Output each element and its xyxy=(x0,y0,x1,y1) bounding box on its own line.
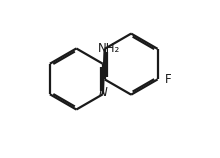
Text: F: F xyxy=(165,73,171,86)
Text: N: N xyxy=(99,86,108,99)
Text: NH₂: NH₂ xyxy=(98,42,120,55)
